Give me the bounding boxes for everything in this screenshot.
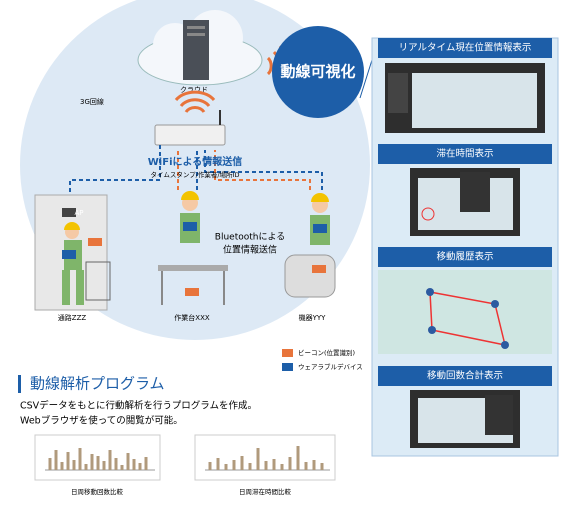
- thumbnail-caption: 日周滞在時間比較: [239, 487, 292, 496]
- line-label: 3G回線: [80, 97, 104, 106]
- legend-label: ビーコン(位置識別): [298, 348, 355, 357]
- router: [154, 110, 226, 146]
- panel-title: 滞在時間表示: [436, 148, 493, 160]
- machine-illustration: [284, 193, 336, 298]
- workbench-illustration: [158, 191, 228, 305]
- thumbnail-caption: 日周移動回数比較: [71, 487, 124, 496]
- cloud: [137, 10, 289, 88]
- panel-title: リアルタイム現在位置情報表示: [399, 42, 532, 54]
- wifi-title: WiFiによる情報送信: [148, 155, 242, 168]
- screenshot: [410, 168, 520, 236]
- ap-label: AP: [74, 209, 83, 217]
- badge-circle: [272, 26, 364, 118]
- signal-icon: [174, 90, 216, 113]
- bluetooth-line: 位置情報送信: [223, 244, 277, 256]
- program-line: Webブラウザを使っての閲覧が可能。: [20, 415, 183, 427]
- screenshot: [385, 63, 545, 133]
- place-label: 通路ZZZ: [58, 313, 87, 322]
- panel-headers: [378, 38, 552, 386]
- legend-swatch: [282, 363, 293, 371]
- legend-label: ウェアラブルデバイス: [298, 362, 363, 371]
- legend-swatch: [282, 349, 293, 357]
- place-label: 作業台XXX: [174, 313, 210, 322]
- screenshot: [378, 270, 552, 354]
- program-title: 動線解析プログラム: [30, 375, 165, 393]
- program-line: CSVデータをもとに行動解析を行うプログラムを作成。: [20, 400, 257, 412]
- panel-title: 移動履歴表示: [436, 251, 493, 263]
- cloud-label: クラウド: [180, 86, 208, 94]
- screenshot: [410, 390, 520, 448]
- aisle-illustration: [34, 194, 111, 311]
- heading-bar: [18, 375, 21, 393]
- place-label: 機器YYY: [299, 313, 327, 322]
- thumbnail-chart: [194, 434, 336, 481]
- badge-text: 動線可視化: [280, 63, 355, 81]
- arrows: [69, 145, 323, 205]
- thumbnail-chart: [34, 434, 161, 481]
- bluetooth-line: Bluetoothによる: [215, 232, 285, 243]
- panel-title: 移動回数合計表示: [427, 370, 503, 382]
- wifi-subtitle: タイムスタンプ/作業者/場所ID: [151, 170, 240, 179]
- connector: [359, 59, 373, 99]
